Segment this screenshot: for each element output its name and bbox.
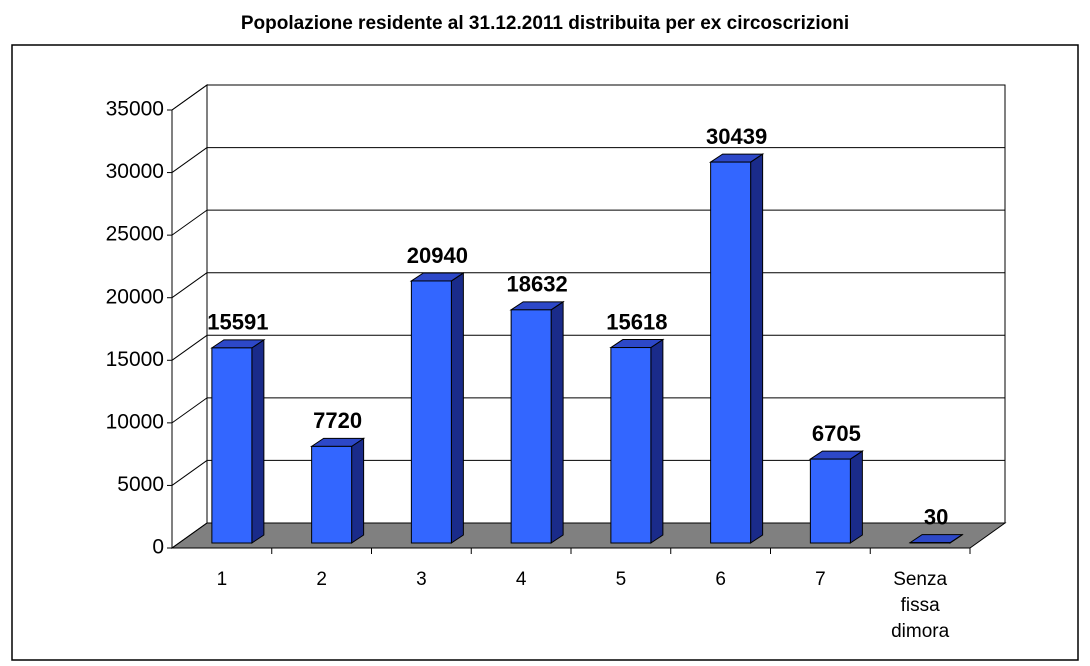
bar-side: [551, 302, 563, 543]
bar: [312, 446, 352, 543]
y-tick-label: 0: [152, 536, 164, 559]
x-tick-label: 1: [217, 569, 228, 590]
floor: [172, 523, 1005, 548]
grid-line: [172, 398, 207, 423]
y-tick-label: 35000: [106, 98, 164, 121]
y-tick-label: 10000: [106, 410, 164, 433]
value-label: 30439: [706, 124, 767, 149]
bar-side: [651, 340, 663, 543]
bar: [711, 162, 751, 543]
value-label: 7720: [313, 408, 362, 433]
bar: [212, 348, 252, 543]
grid-line: [172, 148, 207, 173]
x-tick-label: 4: [516, 569, 527, 590]
bar-side: [252, 340, 264, 543]
y-tick-label: 30000: [106, 160, 164, 183]
value-label: 6705: [812, 421, 861, 446]
x-tick-label: 5: [616, 569, 627, 590]
value-label: 15618: [606, 309, 667, 334]
grid-line: [172, 335, 207, 360]
value-label: 18632: [507, 272, 568, 297]
grid-line: [172, 85, 207, 110]
grid-line: [172, 210, 207, 235]
y-tick-label: 15000: [106, 348, 164, 371]
x-tick-label: 2: [316, 569, 327, 590]
value-label: 20940: [407, 243, 468, 268]
bar: [810, 459, 850, 543]
y-tick-label: 5000: [117, 473, 164, 496]
bar-side: [352, 438, 364, 543]
value-label: 30: [924, 504, 948, 529]
x-tick-label: 7: [815, 569, 826, 590]
x-tick-label: 3: [416, 569, 427, 590]
y-tick-label: 20000: [106, 285, 164, 308]
grid-line: [172, 273, 207, 298]
bar: [411, 281, 451, 543]
bar: [511, 310, 551, 543]
bar-side: [451, 273, 463, 543]
grid-line: [172, 460, 207, 485]
side-wall: [172, 85, 207, 548]
x-tick-label: 6: [715, 569, 726, 590]
y-tick-label: 25000: [106, 223, 164, 246]
value-label: 15591: [207, 310, 268, 335]
bar-side: [850, 451, 862, 543]
chart-title: Popolazione residente al 31.12.2011 dist…: [241, 13, 849, 34]
bar: [611, 348, 651, 543]
bar-side: [751, 154, 763, 543]
